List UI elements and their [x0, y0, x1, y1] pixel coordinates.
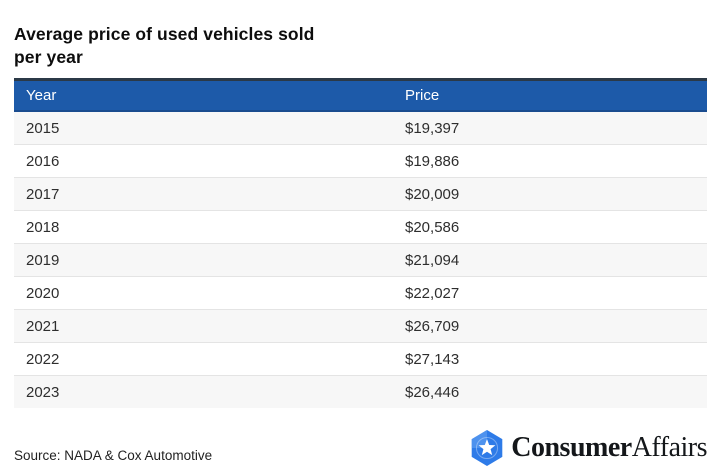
table-row: 2017 $20,009: [14, 177, 707, 211]
year-cell: 2015: [26, 119, 60, 137]
year-cell: 2016: [14, 144, 393, 178]
year-cell: 2018: [14, 210, 393, 244]
price-cell: $27,143: [393, 342, 707, 376]
table-row: 2016 $19,886: [14, 144, 707, 178]
consumeraffairs-logo: ConsumerAffairs: [470, 429, 708, 467]
table-row: 2023 $26,446: [14, 375, 707, 408]
table-row: 2018 $20,586: [14, 210, 707, 244]
price-cell: $19,886: [393, 144, 707, 178]
chart-title-line2: per year: [14, 47, 83, 67]
price-cell: $26,446: [393, 375, 707, 408]
star-hexagon-icon: [471, 429, 503, 467]
chart-title: Average price of used vehicles sold per …: [14, 23, 314, 69]
table-row: 2019 $21,094: [14, 243, 707, 277]
price-cell: $22,027: [393, 276, 707, 310]
year-cell: 2019: [14, 243, 393, 277]
year-cell: 2020: [14, 276, 393, 310]
brand-wordmark-regular: Affairs: [631, 432, 708, 463]
table-row: 2020 $22,027: [14, 276, 707, 310]
price-cell: $21,094: [393, 243, 707, 277]
price-cell: $20,009: [393, 177, 707, 211]
year-cell: 2023: [14, 375, 393, 408]
year-cell: 2021: [14, 309, 393, 343]
table-header-row: Year Price: [14, 78, 707, 112]
year-cell: 2017: [14, 177, 393, 211]
chart-title-line1: Average price of used vehicles sold: [14, 24, 315, 44]
price-cell: $26,709: [393, 309, 707, 343]
year-cell: 2022: [14, 342, 393, 376]
price-cell: $20,586: [393, 210, 707, 244]
brand-wordmark-bold: Consumer: [511, 432, 632, 463]
table-row: 2015 $19,397: [14, 111, 707, 145]
column-header-year: Year: [14, 78, 393, 112]
table-row: 2021 $26,709: [14, 309, 707, 343]
brand-wordmark: ConsumerAffairs: [511, 432, 707, 464]
source-note: Source: NADA & Cox Automotive: [14, 448, 213, 463]
price-table: Year Price 2015 $19,397 2016 $19,886 201…: [14, 78, 707, 408]
price-cell: $19,397: [405, 119, 460, 137]
table-row: 2022 $27,143: [14, 342, 707, 376]
column-header-price: Price: [393, 78, 707, 112]
